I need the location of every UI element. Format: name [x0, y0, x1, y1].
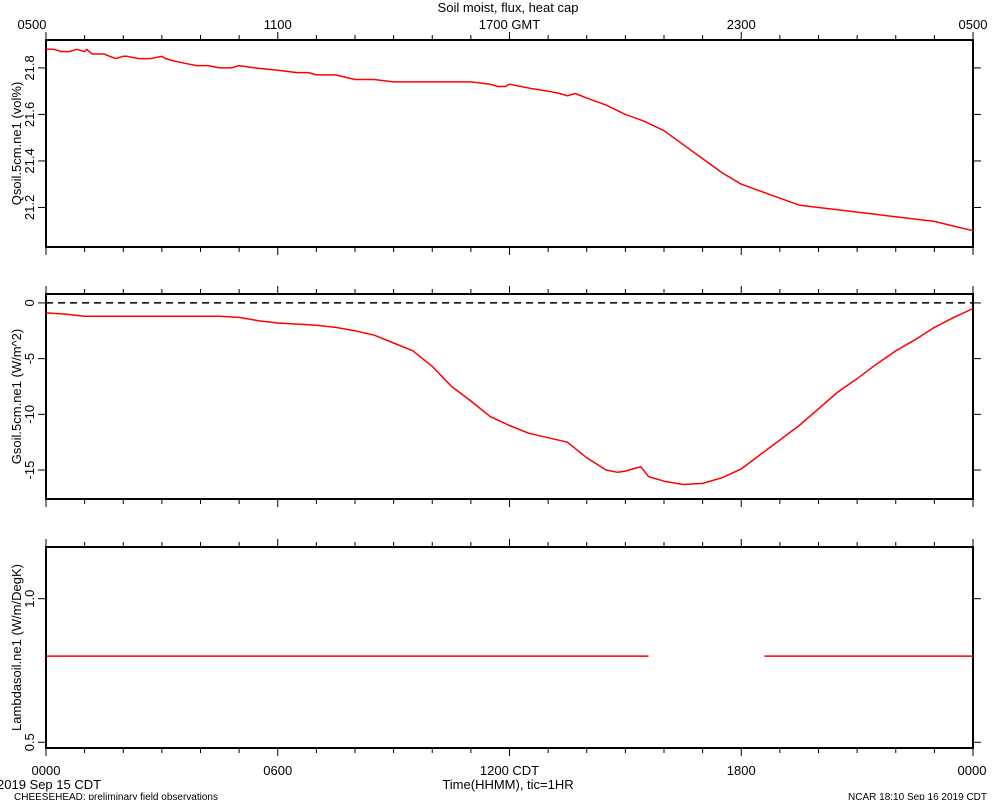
panel-2: -15 -10 -5 0 Gsoil.5cm.ne1 (W/m^2) [9, 286, 981, 507]
y-axis-label: Qsoil.5cm.ne1 (vol%) [9, 82, 24, 206]
y-tick-label: 21.8 [22, 55, 37, 80]
footer-right: NCAR 18:10 Sep 16 2019 CDT [848, 792, 987, 800]
x-axis-label: Time(HHMM), tic=1HR [442, 777, 573, 792]
y-axis-label: Lambdasoil.ne1 (W/m/DegK) [9, 564, 24, 731]
date-label: 2019 Sep 15 CDT [0, 777, 101, 792]
y-axis-label: Gsoil.5cm.ne1 (W/m^2) [9, 329, 24, 464]
bottom-time-axis: 0000 0600 1200 CDT 1800 0000 [32, 763, 987, 778]
top-tick-label: 2300 [727, 17, 756, 32]
plot-frame [45, 293, 974, 500]
y-tick-label: 0.5 [22, 733, 37, 751]
plot-frame [45, 546, 974, 749]
top-time-axis: 0500 1100 1700 GMT 2300 0500 [18, 17, 988, 32]
bottom-tick-label: 1800 [727, 763, 756, 778]
top-tick-label: 1700 GMT [479, 17, 540, 32]
bottom-tick-label: 0600 [263, 763, 292, 778]
top-tick-label: 1100 [264, 17, 292, 32]
y-tick-label: -5 [22, 353, 37, 365]
y-tick-label: 21.4 [22, 148, 37, 173]
bottom-tick-label: 1200 CDT [480, 763, 539, 778]
y-tick-label: 1.0 [22, 590, 37, 608]
y-tick-label: 21.6 [22, 102, 37, 127]
top-tick-label: 0500 [18, 17, 47, 32]
series-line [45, 307, 974, 486]
top-tick-label: 0500 [959, 17, 988, 32]
panel-1: 21.2 21.4 21.6 21.8 Qsoil.5cm.ne1 (vol%) [9, 32, 981, 255]
y-tick-label: -10 [22, 405, 37, 424]
chart-title: Soil moist, flux, heat cap [438, 0, 579, 15]
series-line [46, 48, 974, 232]
bottom-tick-label: 0000 [32, 763, 61, 778]
bottom-tick-label: 0000 [958, 763, 987, 778]
y-tick-label: 0 [22, 299, 37, 306]
y-tick-label: -15 [22, 461, 37, 480]
y-tick-label: 21.2 [22, 195, 37, 220]
plot-frame [45, 39, 974, 248]
footer-left: CHEESEHEAD: preliminary field observatio… [14, 792, 218, 800]
